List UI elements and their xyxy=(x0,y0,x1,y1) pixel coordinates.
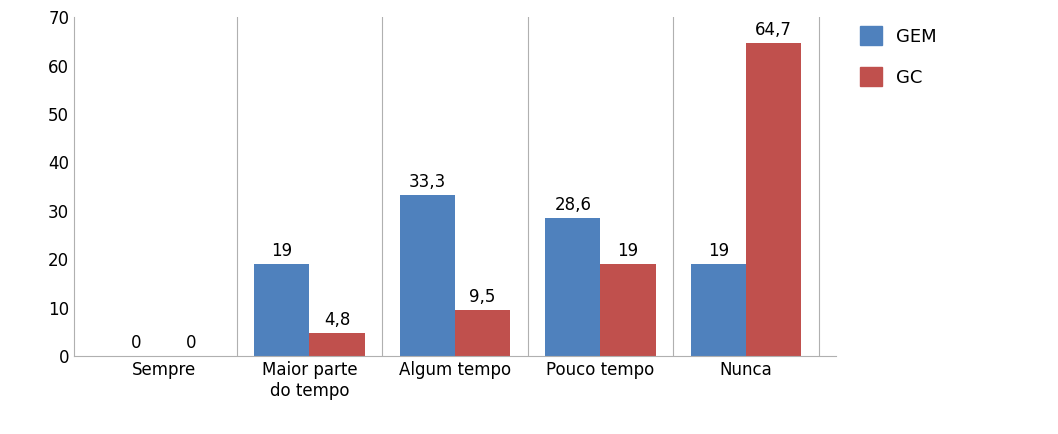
Text: 19: 19 xyxy=(271,242,292,260)
Text: 64,7: 64,7 xyxy=(755,21,792,39)
Text: 0: 0 xyxy=(131,334,142,352)
Text: 33,3: 33,3 xyxy=(408,173,445,191)
Bar xyxy=(601,264,656,356)
Text: 19: 19 xyxy=(618,242,639,260)
Text: 19: 19 xyxy=(708,242,729,260)
Bar xyxy=(691,264,746,356)
Bar xyxy=(400,195,455,356)
Text: 4,8: 4,8 xyxy=(324,311,350,329)
Bar xyxy=(746,43,801,356)
Text: 0: 0 xyxy=(186,334,197,352)
Bar xyxy=(254,264,309,356)
Legend: GEM, GC: GEM, GC xyxy=(860,26,936,87)
Text: 28,6: 28,6 xyxy=(554,196,591,214)
Text: 9,5: 9,5 xyxy=(470,288,496,306)
Bar xyxy=(309,333,365,356)
Bar xyxy=(455,310,510,356)
Bar xyxy=(545,217,601,356)
